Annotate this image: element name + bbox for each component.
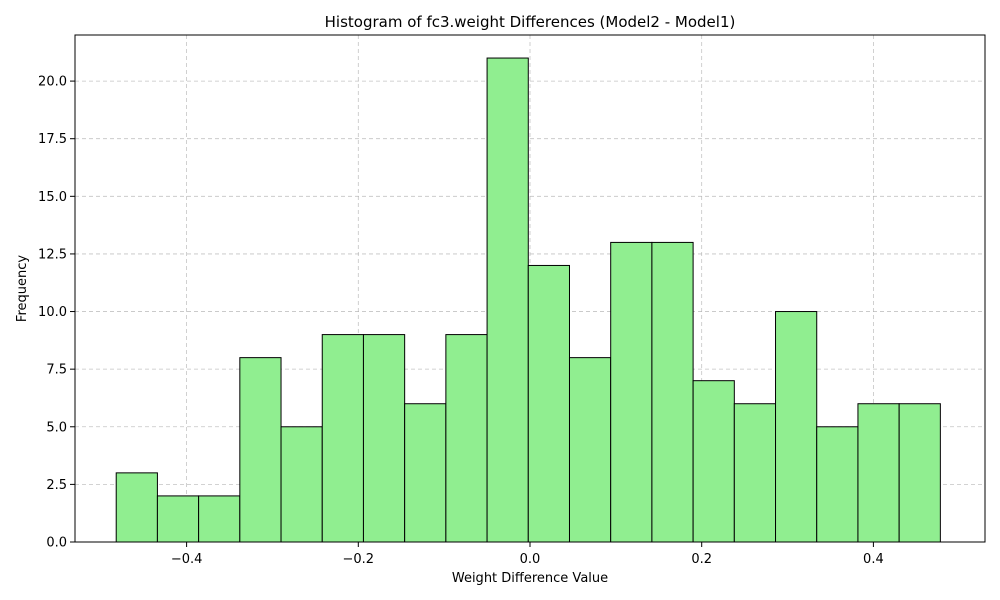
histogram-bar (239, 357, 282, 543)
x-tick-label: −0.4 (171, 552, 203, 567)
y-tick-label: 12.5 (38, 247, 67, 262)
histogram-bar (610, 241, 653, 543)
histogram-bar (198, 495, 241, 543)
y-tick-label: 0.0 (46, 536, 67, 551)
x-tick-label: −0.2 (343, 552, 375, 567)
histogram-bar (321, 334, 364, 543)
y-tick-label: 2.5 (46, 478, 67, 493)
x-tick-label: 0.0 (520, 552, 541, 567)
histogram-bar (651, 241, 694, 543)
histogram-bar (775, 311, 818, 543)
y-tick-label: 10.0 (38, 305, 67, 320)
y-axis-label: Frequency (15, 255, 30, 322)
x-tick-label: 0.2 (691, 552, 712, 567)
histogram-bar (362, 334, 406, 543)
histogram-bar (280, 426, 323, 543)
histogram-bar (568, 357, 612, 543)
histogram-bar (733, 403, 777, 543)
x-tick-label: 0.4 (863, 552, 884, 567)
histogram-bar (692, 380, 735, 543)
histogram-bar (857, 403, 900, 543)
ticks-layer: −0.4 −0.2 0.0 0.2 0.4 0.0 2.5 5.0 7.5 10.0 12.5 15.… (38, 75, 884, 567)
histogram-bar (156, 495, 200, 543)
histogram-bar (816, 426, 859, 543)
histogram-bar (527, 264, 570, 543)
y-tick-label: 5.0 (46, 420, 67, 435)
histogram-bar (115, 472, 158, 543)
histogram-bar (445, 334, 488, 543)
histogram-bar (898, 403, 941, 543)
chart-title: Histogram of fc3.weight Differences (Mod… (325, 13, 736, 31)
y-tick-label: 15.0 (38, 190, 67, 205)
y-tick-label: 20.0 (38, 75, 67, 90)
y-tick-label: 17.5 (38, 132, 67, 147)
histogram-bar (404, 403, 447, 543)
histogram-bar (486, 57, 529, 543)
x-axis-label: Weight Difference Value (452, 571, 608, 586)
bars-layer (115, 57, 941, 543)
y-tick-label: 7.5 (46, 363, 67, 378)
